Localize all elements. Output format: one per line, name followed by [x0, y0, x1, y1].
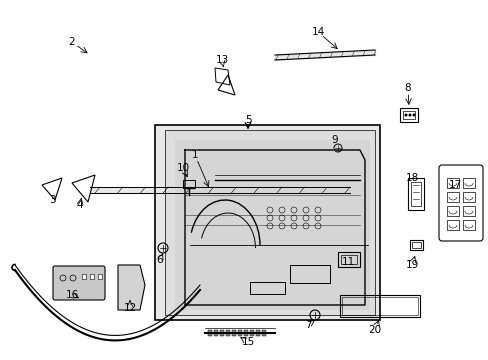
- Bar: [340, 255, 356, 264]
- Bar: [238, 330, 242, 336]
- Text: 4: 4: [77, 200, 83, 210]
- Bar: [214, 330, 218, 336]
- Text: 6: 6: [156, 255, 163, 265]
- Text: 15: 15: [241, 337, 254, 347]
- Bar: [399, 108, 417, 122]
- Bar: [410, 182, 420, 206]
- FancyBboxPatch shape: [53, 266, 105, 300]
- Text: 1: 1: [191, 150, 198, 160]
- Text: 13: 13: [215, 55, 228, 65]
- Bar: [220, 330, 224, 336]
- Text: 2: 2: [68, 37, 75, 47]
- Text: 7: 7: [304, 320, 311, 330]
- Text: 17: 17: [447, 180, 461, 190]
- Bar: [341, 297, 417, 315]
- Bar: [155, 125, 379, 320]
- Bar: [462, 220, 474, 230]
- Bar: [446, 220, 458, 230]
- Bar: [90, 274, 94, 279]
- Text: 10: 10: [176, 163, 189, 173]
- Text: 12: 12: [123, 303, 136, 313]
- Text: 16: 16: [65, 290, 79, 300]
- Bar: [98, 274, 102, 279]
- Bar: [183, 180, 195, 188]
- Bar: [244, 330, 247, 336]
- Bar: [402, 111, 414, 119]
- Text: 11: 11: [341, 257, 354, 267]
- Bar: [339, 295, 419, 317]
- Bar: [262, 330, 265, 336]
- Text: 5: 5: [244, 115, 251, 125]
- Bar: [446, 192, 458, 202]
- Text: 19: 19: [405, 260, 418, 270]
- Bar: [225, 330, 229, 336]
- Polygon shape: [175, 140, 369, 310]
- Bar: [249, 330, 253, 336]
- Bar: [462, 178, 474, 188]
- Bar: [409, 240, 422, 250]
- Bar: [289, 265, 329, 283]
- Bar: [462, 206, 474, 216]
- Text: 3: 3: [49, 195, 55, 205]
- Polygon shape: [164, 130, 374, 315]
- Text: 18: 18: [405, 173, 418, 183]
- Circle shape: [407, 113, 411, 117]
- Text: 20: 20: [367, 325, 381, 335]
- Text: 14: 14: [311, 27, 324, 37]
- Bar: [462, 192, 474, 202]
- Bar: [446, 178, 458, 188]
- Bar: [82, 274, 86, 279]
- Bar: [446, 206, 458, 216]
- Bar: [411, 242, 420, 248]
- Bar: [207, 330, 212, 336]
- Bar: [249, 282, 285, 294]
- Bar: [231, 330, 236, 336]
- Polygon shape: [118, 265, 145, 310]
- Text: 9: 9: [331, 135, 338, 145]
- Bar: [256, 330, 260, 336]
- Circle shape: [404, 113, 407, 117]
- Bar: [337, 252, 359, 267]
- Text: 8: 8: [404, 83, 410, 93]
- Bar: [407, 178, 423, 210]
- Circle shape: [412, 113, 415, 117]
